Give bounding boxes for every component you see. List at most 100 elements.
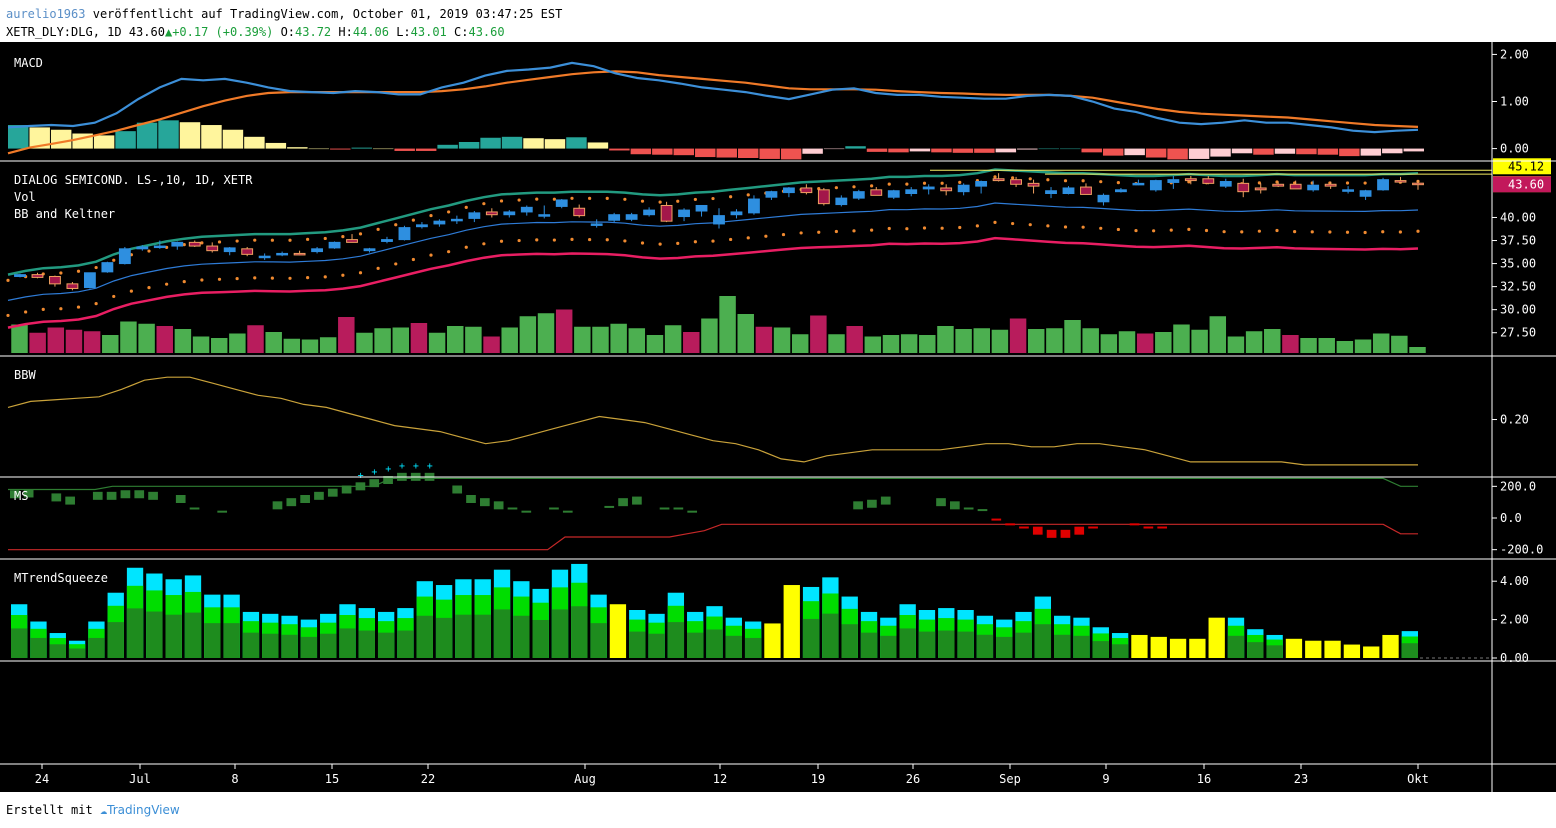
volume-bar <box>701 318 718 353</box>
macd-histogram-bar <box>566 137 587 149</box>
chart-canvas[interactable]: MACD 2.00 1.00 0.00 DIALOG SEMICOND. LS-,10,… <box>0 42 1556 792</box>
volume-bar <box>519 316 537 353</box>
squeeze-bar-dark <box>68 648 86 658</box>
volume-bar <box>755 326 773 353</box>
keltner-lower-dot <box>499 239 504 243</box>
candle <box>660 204 673 222</box>
squeeze-bar-dark <box>629 631 646 658</box>
macd-histogram-bar <box>29 127 50 149</box>
squeeze-bar-dark <box>358 630 375 658</box>
ms-bar <box>867 499 877 508</box>
candle <box>748 198 760 214</box>
1-tick-label: 27.50 <box>1500 326 1536 340</box>
squeeze-bar-dark <box>1015 632 1032 658</box>
volume-bar <box>737 314 754 353</box>
macd-histogram-bar <box>995 148 1017 153</box>
candle <box>1045 190 1057 195</box>
macd-histogram-bar <box>673 148 695 156</box>
volume-bar <box>919 335 936 353</box>
keltner-upper-dot <box>464 205 468 209</box>
squeeze-bar-dark <box>49 644 66 658</box>
keltner-lower-dot <box>482 242 486 246</box>
macd-line <box>7 61 1419 134</box>
volume-bar <box>283 338 301 353</box>
time-label: 12 <box>713 772 727 786</box>
macd-histogram-bar <box>866 148 888 152</box>
candle <box>1342 189 1355 192</box>
squeeze-bar-dark <box>976 634 994 658</box>
candle <box>590 223 603 226</box>
keltner-lower-dot <box>235 276 239 281</box>
ms-bar <box>383 476 393 484</box>
publish-info: aurelio1963 veröffentlicht auf TradingVi… <box>6 7 562 21</box>
keltner-lower-dot <box>1028 223 1032 227</box>
keltner-upper-dot <box>341 235 345 239</box>
candle <box>1307 184 1320 191</box>
time-label: 19 <box>811 772 825 786</box>
candle <box>573 207 586 217</box>
keltner-lower-dot <box>253 276 257 280</box>
volume-bar <box>301 339 319 353</box>
volume-bar <box>138 323 155 353</box>
keltner-upper-dot <box>729 195 733 199</box>
high-value: 44.06 <box>352 25 389 39</box>
volume-bar <box>628 328 646 353</box>
1-tick-label: 32.50 <box>1500 280 1536 294</box>
keltner-lower-dot <box>940 226 944 230</box>
macd-histogram-bar <box>1382 148 1403 154</box>
keltner-lower-dot <box>358 271 363 275</box>
keltner-lower-dot <box>535 238 539 242</box>
keltner-lower-dot <box>764 234 768 238</box>
keltner-upper-dot <box>711 196 715 201</box>
5-tick-label: 2.00 <box>1500 613 1529 627</box>
volume-bar <box>1264 329 1281 353</box>
volume-bar <box>955 329 972 353</box>
ms-bar <box>189 507 200 510</box>
volume-bar <box>1245 331 1263 353</box>
volume-bar <box>882 335 900 353</box>
bbw-line <box>7 376 1418 466</box>
time-label: Okt <box>1407 772 1429 786</box>
squeeze-bar-dark <box>918 631 936 658</box>
time-label: 26 <box>906 772 920 786</box>
candle <box>765 191 778 198</box>
volume-bar <box>719 296 736 353</box>
ms-bar <box>493 501 504 510</box>
volume-bar <box>592 326 609 353</box>
keltner-lower-dot <box>1081 225 1085 229</box>
candle <box>940 187 953 192</box>
keltner-lower-dot <box>323 275 327 279</box>
macd-histogram-bar <box>523 138 544 149</box>
volume-bar <box>65 329 83 353</box>
keltner-lower-dot <box>411 257 415 262</box>
candle <box>66 283 79 289</box>
keltner-lower-dot <box>217 277 222 281</box>
volume-bar <box>83 331 101 353</box>
volume-bar <box>773 327 791 353</box>
candle <box>31 274 44 278</box>
candle <box>975 181 988 187</box>
candle <box>800 187 813 194</box>
squeeze-bar-dark <box>107 622 124 658</box>
author-link[interactable]: aurelio1963 <box>6 7 86 21</box>
tradingview-brand[interactable]: TradingView <box>107 803 180 817</box>
keltner-lower-dot <box>958 225 962 230</box>
volume-bar <box>1227 336 1245 353</box>
keltner-upper-dot <box>1116 181 1120 185</box>
squeeze-bar-dark <box>165 614 182 658</box>
time-label: 23 <box>1294 772 1308 786</box>
keltner-lower-dot <box>1134 228 1138 233</box>
tradingview-logo-icon: ☁ <box>99 803 108 817</box>
keltner-upper-dot <box>411 218 415 222</box>
keltner-upper-dot <box>535 197 539 201</box>
macd-histogram-bar <box>50 129 72 149</box>
keltner-upper-dot <box>76 269 81 273</box>
low-value: 43.01 <box>410 25 447 39</box>
volume-bar <box>1391 335 1408 353</box>
macd-histogram-bar <box>1124 148 1145 156</box>
time-label: 22 <box>421 772 435 786</box>
volume-bar <box>1209 316 1227 353</box>
candle <box>136 246 149 250</box>
candle <box>1289 183 1302 190</box>
keltner-lower-dot <box>182 280 186 284</box>
